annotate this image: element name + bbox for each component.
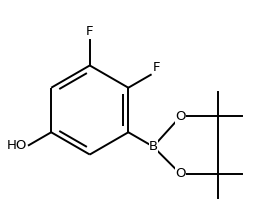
- Text: O: O: [175, 167, 186, 180]
- Text: F: F: [153, 61, 160, 74]
- Text: HO: HO: [7, 139, 27, 152]
- Text: F: F: [86, 25, 94, 38]
- Text: O: O: [175, 110, 186, 123]
- Text: B: B: [149, 140, 158, 153]
